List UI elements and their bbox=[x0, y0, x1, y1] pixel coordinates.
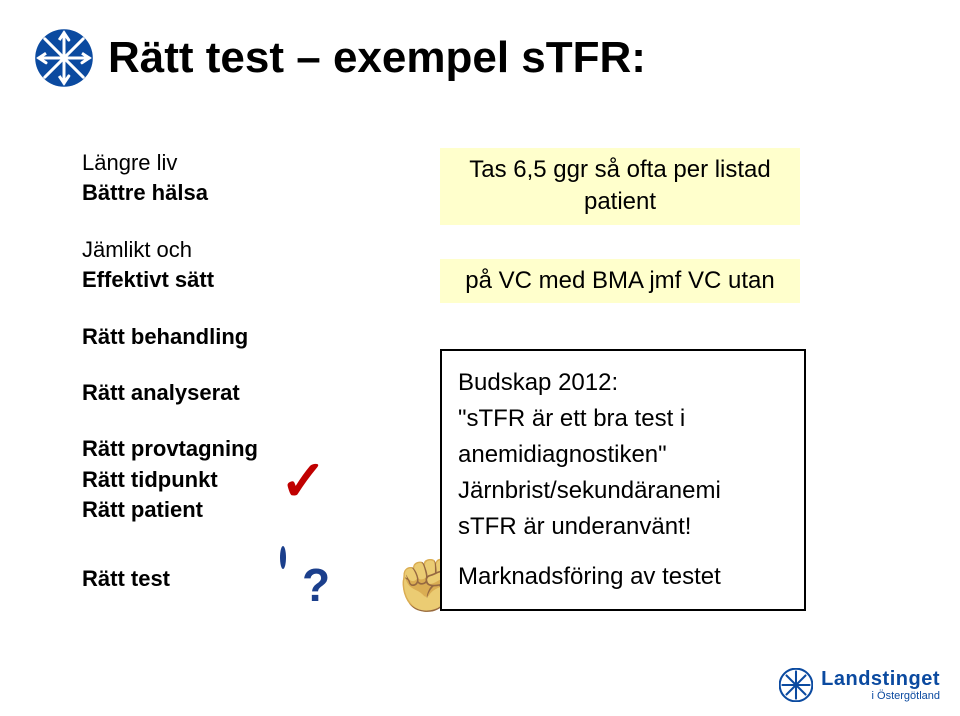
footer-region: i Östergötland bbox=[821, 691, 940, 702]
left-item: Effektivt sätt bbox=[82, 267, 362, 293]
header: Rätt test – exempel sTFR: bbox=[0, 0, 960, 98]
question-mark-icon: ? bbox=[280, 549, 352, 621]
left-group-2: Jämlikt och Effektivt sätt bbox=[82, 237, 362, 294]
box-line: "sTFR är ett bra test i anemidiagnostike… bbox=[458, 401, 788, 473]
left-item: Jämlikt och bbox=[82, 237, 362, 263]
slide: Rätt test – exempel sTFR: Längre liv Bät… bbox=[0, 0, 960, 716]
footer-text: Landstinget i Östergötland bbox=[821, 669, 940, 702]
right-column: Tas 6,5 ggr så ofta per listad patient p… bbox=[440, 148, 800, 611]
left-group-4: Rätt analyserat bbox=[82, 380, 362, 406]
footer-logo: Landstinget i Östergötland bbox=[779, 668, 940, 702]
page-title: Rätt test – exempel sTFR: bbox=[108, 35, 646, 81]
snowflake-logo-icon bbox=[34, 28, 94, 88]
checkmark-icon: ✓ bbox=[280, 448, 327, 514]
footer-snowflake-icon bbox=[779, 668, 813, 702]
left-item: Bättre hälsa bbox=[82, 180, 362, 206]
left-group-3: Rätt behandling bbox=[82, 324, 362, 350]
footer-brand: Landstinget bbox=[821, 669, 940, 689]
box-line: Budskap 2012: bbox=[458, 365, 788, 401]
box-line: Marknadsföring av testet bbox=[458, 559, 788, 595]
box-line: Järnbrist/sekundäranemi bbox=[458, 473, 788, 509]
message-box: Budskap 2012: "sTFR är ett bra test i an… bbox=[440, 349, 806, 611]
left-item: Rätt analyserat bbox=[82, 380, 362, 406]
left-group-1: Längre liv Bättre hälsa bbox=[82, 150, 362, 207]
box-gap bbox=[458, 545, 788, 559]
yellow-highlight-2: på VC med BMA jmf VC utan bbox=[440, 259, 800, 303]
box-line: sTFR är underanvänt! bbox=[458, 509, 788, 545]
yellow-highlight-1: Tas 6,5 ggr så ofta per listad patient bbox=[440, 148, 800, 225]
left-item: Längre liv bbox=[82, 150, 362, 176]
left-item: Rätt behandling bbox=[82, 324, 362, 350]
